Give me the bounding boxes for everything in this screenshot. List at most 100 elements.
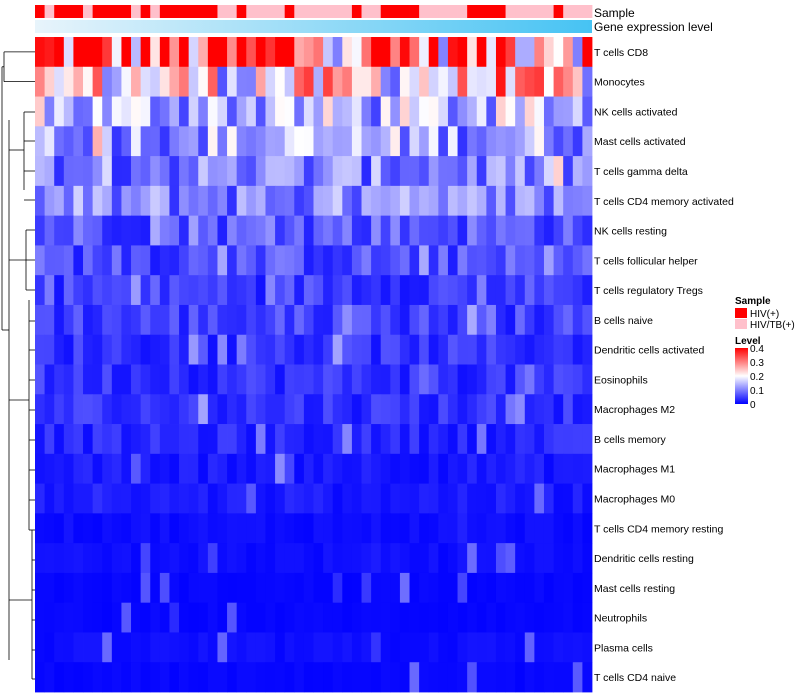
heatmap-cell: [524, 275, 535, 306]
heatmap-cell: [121, 275, 132, 306]
heatmap-cell: [515, 275, 526, 306]
heatmap-cell: [342, 572, 353, 604]
heatmap-cell: [313, 632, 324, 663]
heatmap-cell: [467, 632, 478, 663]
heatmap-cell: [572, 37, 583, 68]
heatmap-cell: [131, 275, 142, 306]
heatmap-cell: [188, 572, 199, 604]
heatmap-cell: [505, 156, 516, 187]
heatmap-cell: [198, 572, 209, 604]
heatmap-cell: [236, 275, 247, 306]
heatmap-cell: [582, 483, 593, 514]
heatmap-cell: [131, 215, 142, 246]
heatmap-cell: [515, 483, 526, 514]
heatmap-cell: [323, 66, 334, 97]
heatmap-cell: [572, 513, 583, 544]
heatmap-cell: [332, 483, 343, 514]
heatmap-cell: [524, 66, 535, 97]
heatmap-cell: [63, 602, 74, 633]
heatmap-cell: [486, 424, 497, 455]
legend-level-title: Level: [735, 336, 761, 347]
heatmap-cell: [265, 304, 276, 336]
heatmap-cell: [35, 66, 45, 97]
heatmap-cell: [131, 364, 142, 395]
sample-annotation-cell: [140, 5, 151, 18]
heatmap-cell: [265, 632, 276, 663]
heatmap-cell: [35, 662, 45, 693]
heatmap-cell: [255, 662, 266, 693]
heatmap-cell: [313, 394, 324, 425]
heatmap-cell: [476, 334, 487, 365]
heatmap-cell: [265, 662, 276, 693]
heatmap-cell: [294, 304, 305, 336]
heatmap-cell: [63, 66, 74, 97]
heatmap-cell: [54, 602, 65, 633]
heatmap-cell: [198, 275, 209, 306]
sample-annotation-cell: [371, 5, 382, 18]
heatmap-cell: [236, 66, 247, 97]
heatmap-cell: [159, 275, 170, 306]
heatmap-cell: [323, 424, 334, 455]
heatmap-cell: [543, 66, 554, 97]
heatmap-cell: [303, 632, 314, 663]
heatmap-cell: [102, 513, 113, 544]
heatmap-cell: [198, 513, 209, 544]
heatmap-cell: [495, 424, 506, 455]
heatmap-cell: [390, 66, 401, 97]
heatmap-cell: [121, 304, 132, 336]
heatmap-cell: [275, 304, 286, 336]
heatmap-cell: [342, 156, 353, 187]
heatmap-cell: [131, 334, 142, 365]
heatmap-cell: [159, 185, 170, 217]
heatmap-cell: [495, 394, 506, 425]
heatmap-cell: [73, 126, 84, 157]
row-label: Mast cells resting: [594, 583, 675, 595]
heatmap-cell: [409, 304, 420, 336]
heatmap-cell: [524, 543, 535, 574]
heatmap-cell: [371, 96, 382, 127]
heatmap-cell: [35, 453, 45, 484]
heatmap-cell: [294, 185, 305, 217]
heatmap-cell: [255, 66, 266, 97]
heatmap-cell: [447, 334, 458, 365]
heatmap-cell: [294, 37, 305, 68]
heatmap-cell: [399, 185, 410, 217]
heatmap-cell: [351, 215, 362, 246]
heatmap-cell: [227, 185, 238, 217]
heatmap-cell: [457, 37, 468, 68]
heatmap-cell: [227, 364, 238, 395]
heatmap-cell: [35, 513, 45, 544]
heatmap-cell: [380, 334, 391, 365]
heatmap-cell: [73, 632, 84, 663]
heatmap-cell: [179, 424, 190, 455]
legend: Sample HIV(+) HIV/TB(+) Level 0.40.30.20…: [735, 296, 795, 411]
heatmap-cell: [419, 632, 430, 663]
heatmap-cell: [140, 126, 151, 157]
heatmap-cell: [380, 96, 391, 127]
heatmap-cell: [54, 156, 65, 187]
heatmap-cell: [543, 304, 554, 336]
heatmap-cell: [323, 245, 334, 276]
heatmap-cell: [227, 513, 238, 544]
heatmap-cell: [303, 662, 314, 693]
heatmap-cell: [323, 602, 334, 633]
heatmap-cell: [92, 37, 103, 68]
heatmap-cell: [102, 215, 113, 246]
heatmap-cell: [524, 572, 535, 604]
legend-label-hiv: HIV(+): [750, 309, 779, 320]
heatmap-cell: [188, 483, 199, 514]
heatmap-cell: [102, 185, 113, 217]
heatmap-cell: [284, 424, 295, 455]
heatmap-cell: [457, 483, 468, 514]
heatmap-cell: [227, 96, 238, 127]
heatmap-cell: [553, 364, 564, 395]
heatmap-cell: [323, 453, 334, 484]
heatmap-cell: [121, 66, 132, 97]
heatmap-cell: [582, 453, 593, 484]
heatmap-cell: [236, 513, 247, 544]
heatmap-cell: [515, 662, 526, 693]
heatmap-cell: [131, 66, 142, 97]
heatmap-cell: [121, 453, 132, 484]
heatmap-cell: [236, 185, 247, 217]
heatmap-cell: [361, 394, 372, 425]
